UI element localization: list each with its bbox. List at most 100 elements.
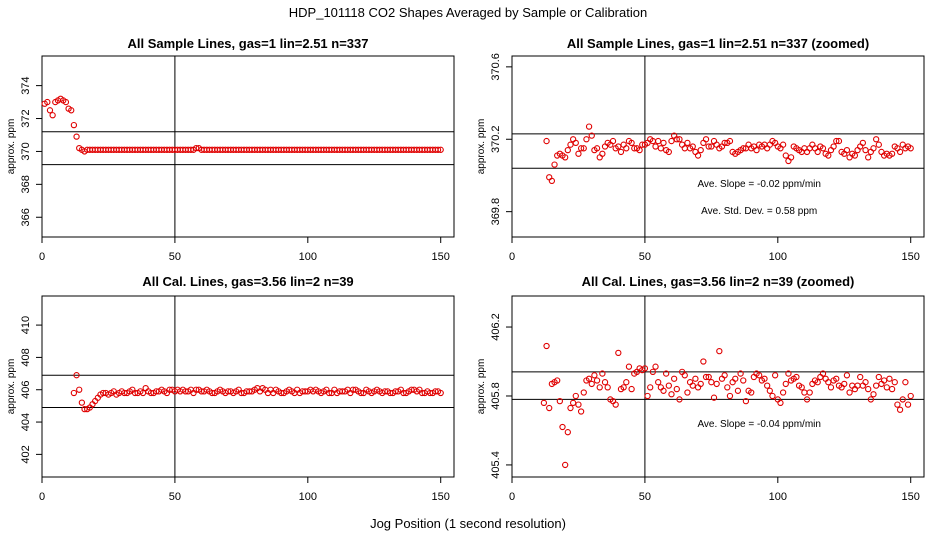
data-point — [764, 382, 771, 389]
data-point — [894, 401, 901, 408]
data-point — [888, 150, 896, 157]
x-tick-label: 100 — [769, 251, 787, 263]
data-point — [867, 148, 874, 156]
y-tick-label: 405.4 — [490, 451, 502, 479]
data-point — [562, 461, 569, 469]
data-point — [649, 368, 657, 375]
data-point — [819, 370, 827, 377]
x-tick-label: 50 — [639, 491, 651, 503]
data-point — [70, 121, 78, 129]
data-point — [381, 388, 389, 395]
data-point — [833, 375, 840, 382]
data-point — [641, 365, 649, 372]
data-point — [153, 388, 160, 395]
data-point — [437, 389, 444, 397]
data-point — [588, 132, 595, 139]
data-point — [888, 385, 896, 393]
data-point — [809, 141, 816, 148]
data-point — [785, 157, 792, 165]
data-point — [902, 379, 909, 386]
data-point — [692, 375, 699, 382]
data-point — [843, 146, 851, 154]
data-point — [628, 385, 635, 393]
data-point — [835, 137, 843, 145]
data-point — [644, 392, 651, 400]
data-point — [681, 145, 688, 152]
chart-annotation: Ave. Std. Dev. = 0.58 ppm — [701, 206, 817, 217]
data-point — [46, 107, 54, 114]
data-point — [764, 145, 771, 152]
data-point — [591, 372, 598, 379]
data-point — [697, 380, 704, 388]
x-axis-label: Jog Position (1 second resolution) — [370, 516, 566, 531]
data-point — [721, 372, 728, 379]
data-point — [878, 148, 885, 156]
x-tick-label: 0 — [509, 491, 515, 503]
data-point — [147, 389, 155, 397]
y-tick-label: 370.6 — [490, 53, 502, 81]
data-point — [564, 429, 571, 436]
data-point — [593, 145, 601, 152]
data-point — [349, 386, 357, 393]
data-point — [70, 389, 78, 397]
data-point — [583, 136, 590, 143]
data-point — [710, 394, 718, 401]
data-point — [814, 379, 821, 386]
y-tick-label: 410 — [20, 316, 32, 334]
data-point — [825, 379, 832, 386]
data-point — [623, 379, 630, 386]
data-point — [891, 379, 898, 386]
data-point — [865, 385, 872, 393]
data-point — [673, 385, 680, 393]
data-point — [623, 145, 630, 152]
y-axis-label: approx. ppm — [476, 119, 487, 175]
y-tick-label: 404 — [20, 413, 32, 431]
data-point — [432, 388, 439, 395]
data-point — [193, 144, 200, 152]
data-point — [665, 148, 672, 156]
data-point — [801, 389, 808, 396]
data-point — [803, 396, 811, 403]
data-point — [803, 148, 811, 156]
data-point — [572, 392, 579, 400]
data-point — [678, 141, 686, 148]
data-point — [833, 137, 840, 145]
data-point — [782, 380, 789, 388]
data-point — [676, 396, 683, 403]
data-point — [78, 399, 86, 406]
data-point — [99, 389, 107, 397]
data-point — [827, 384, 835, 391]
data-point — [596, 384, 603, 391]
data-point — [867, 396, 874, 403]
data-point — [392, 388, 399, 395]
data-point — [742, 398, 750, 405]
x-tick-label: 100 — [769, 491, 787, 503]
data-point — [434, 146, 442, 153]
chart-panel-1: All Sample Lines, gas=1 lin=2.51 n=337 ap… — [6, 36, 455, 263]
x-tick-label: 100 — [299, 491, 317, 503]
data-point — [408, 386, 415, 393]
data-point — [870, 391, 877, 398]
data-point — [572, 139, 579, 147]
chart-title: All Sample Lines, gas=1 lin=2.51 n=337 — [128, 36, 369, 51]
data-point — [625, 363, 633, 370]
chart-title: All Sample Lines, gas=1 lin=2.51 n=337 (… — [567, 36, 869, 51]
data-point — [599, 150, 606, 157]
data-point — [639, 141, 646, 148]
data-point — [617, 148, 625, 156]
data-point — [556, 398, 563, 405]
data-point — [875, 141, 882, 148]
data-point — [769, 392, 776, 400]
y-tick-label: 370 — [20, 142, 32, 160]
data-point — [652, 143, 659, 150]
data-point — [615, 349, 622, 357]
y-tick-label: 369.8 — [490, 198, 502, 226]
data-point — [870, 145, 877, 152]
data-point — [748, 389, 755, 396]
data-point — [601, 143, 609, 150]
data-point — [721, 139, 728, 147]
data-point — [700, 358, 707, 365]
data-point — [546, 404, 553, 412]
data-point — [543, 342, 550, 350]
data-point — [73, 133, 80, 140]
